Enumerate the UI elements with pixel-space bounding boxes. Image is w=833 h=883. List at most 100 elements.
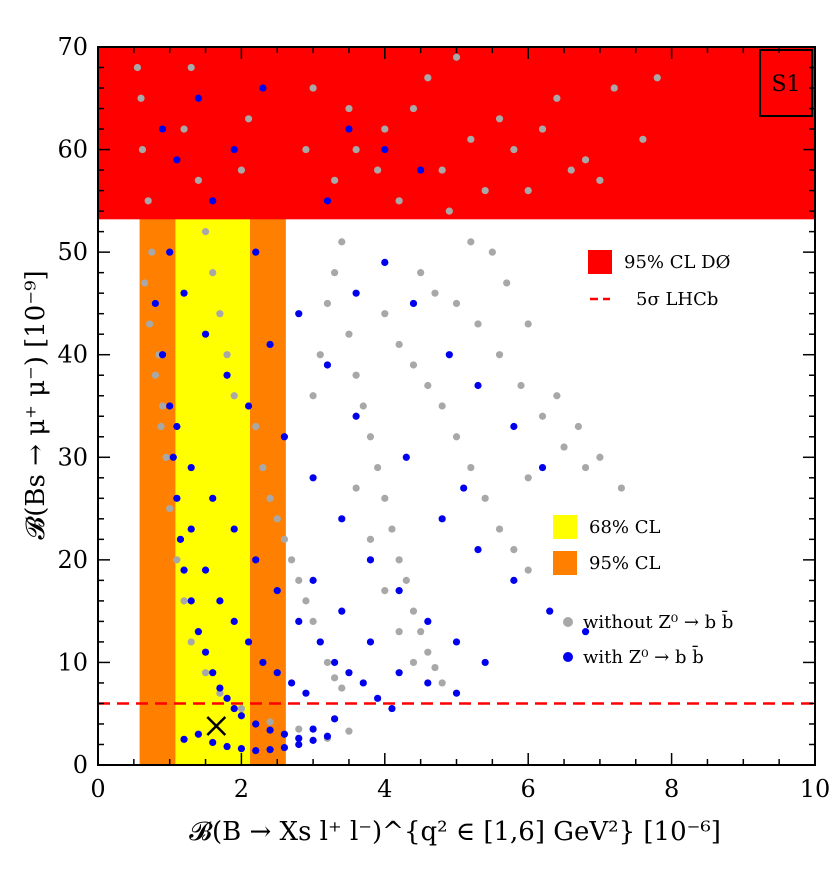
point-s1-83 (345, 125, 353, 133)
point-s0-71 (381, 310, 389, 318)
point-s0-60 (402, 576, 410, 584)
point-s0-24 (180, 125, 188, 133)
point-s0-120 (653, 74, 661, 82)
point-s0-121 (567, 166, 575, 174)
point-s1-66 (452, 638, 461, 646)
point-s0-14 (216, 689, 224, 697)
point-s1-63 (366, 556, 375, 564)
x-tick-label: 8 (664, 775, 679, 803)
point-s0-55 (366, 433, 375, 441)
point-s1-68 (166, 248, 174, 256)
point-s0-34 (252, 422, 260, 431)
y-tick-label: 50 (57, 238, 88, 266)
point-s1-13 (230, 704, 238, 713)
point-s1-49 (331, 658, 339, 667)
best-fit-marker (206, 716, 227, 736)
point-s0-44 (323, 658, 332, 667)
point-s0-92 (553, 392, 561, 400)
point-s0-4 (148, 248, 156, 256)
y-axis-label: 𝓑(Bs → μ⁺ μ⁻) [10⁻⁹] (21, 270, 51, 539)
point-s1-97 (546, 607, 554, 615)
point-s0-65 (438, 679, 446, 687)
point-s1-25 (237, 744, 245, 753)
point-s0-93 (574, 422, 582, 431)
legend-swatch (563, 652, 573, 662)
point-s0-78 (481, 494, 489, 502)
point-s0-12 (187, 638, 195, 646)
point-s1-45 (252, 556, 260, 564)
point-s1-53 (388, 704, 396, 713)
point-s0-88 (581, 463, 590, 472)
point-s0-35 (259, 463, 267, 472)
point-s0-32 (237, 166, 245, 174)
point-s1-23 (209, 738, 217, 747)
point-s1-92 (173, 156, 181, 164)
point-s1-72 (244, 402, 253, 410)
legend-label: 95% CL (589, 553, 661, 574)
point-s1-86 (323, 197, 332, 205)
x-tick-label: 6 (521, 775, 536, 803)
point-s1-31 (331, 715, 339, 723)
point-s0-87 (560, 443, 568, 451)
point-s0-105 (467, 135, 475, 143)
point-s0-85 (517, 381, 525, 390)
point-s1-89 (230, 145, 238, 154)
point-s0-111 (639, 135, 647, 143)
point-s1-94 (438, 515, 446, 523)
point-s1-39 (287, 679, 296, 687)
x-tick-label: 0 (90, 775, 105, 803)
point-s0-90 (503, 279, 511, 287)
point-s1-1 (158, 351, 167, 359)
point-s1-7 (187, 597, 195, 605)
legend-label: with Z⁰ → b b̄ (583, 644, 704, 668)
point-s1-14 (237, 712, 245, 720)
point-s0-20 (141, 279, 149, 287)
legend-label: without Z⁰ → b b̄ (583, 609, 733, 633)
band-2 (98, 47, 815, 220)
point-s0-123 (302, 145, 310, 154)
point-s1-38 (273, 669, 281, 677)
point-s1-54 (309, 576, 317, 584)
point-s0-0 (133, 63, 142, 72)
point-s0-98 (431, 289, 439, 297)
point-s0-15 (237, 704, 245, 713)
point-s1-4 (173, 494, 181, 502)
point-s1-61 (309, 474, 317, 482)
point-s1-6 (180, 566, 188, 574)
point-s0-50 (331, 269, 339, 277)
point-s0-97 (417, 269, 425, 277)
point-s1-30 (309, 725, 317, 733)
point-s1-62 (338, 515, 346, 523)
point-s1-11 (216, 684, 224, 692)
point-s0-47 (309, 392, 317, 400)
point-s1-76 (352, 289, 360, 297)
point-s1-85 (417, 166, 425, 174)
point-s1-24 (223, 742, 231, 751)
point-s0-41 (302, 597, 310, 605)
point-s0-45 (331, 674, 339, 682)
point-s0-11 (180, 597, 188, 605)
point-s1-91 (194, 94, 202, 102)
point-s0-109 (581, 156, 590, 164)
point-s0-108 (553, 94, 561, 102)
point-s1-69 (180, 289, 188, 297)
point-s0-70 (409, 658, 418, 667)
point-s1-88 (209, 197, 217, 205)
point-s0-40 (295, 576, 303, 584)
point-s1-29 (295, 740, 303, 749)
point-s0-99 (467, 238, 475, 246)
point-s0-37 (273, 515, 281, 523)
point-s1-90 (259, 84, 267, 92)
point-s1-52 (374, 694, 382, 702)
point-s0-61 (409, 607, 418, 615)
point-s0-83 (474, 320, 482, 328)
point-s0-68 (381, 587, 389, 595)
point-s1-20 (323, 732, 332, 740)
point-s1-74 (295, 310, 303, 318)
point-s0-33 (244, 115, 253, 123)
point-s1-51 (359, 679, 367, 687)
point-s1-17 (280, 730, 289, 738)
point-s0-63 (424, 648, 432, 656)
point-s0-74 (424, 381, 432, 390)
point-s0-31 (230, 392, 238, 400)
